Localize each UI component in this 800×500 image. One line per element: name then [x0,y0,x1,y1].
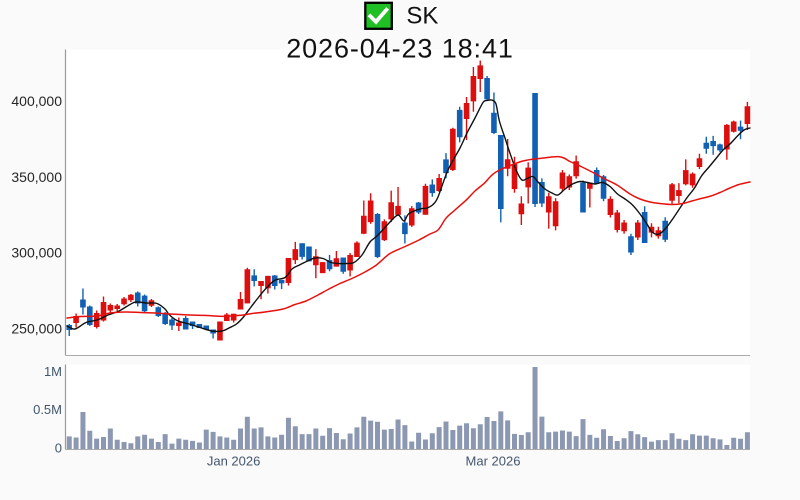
svg-text:250,000: 250,000 [11,321,62,337]
svg-text:Mar 2026: Mar 2026 [466,454,521,469]
svg-text:SK: SK [406,3,438,30]
svg-text:0: 0 [55,441,62,456]
svg-text:0.5M: 0.5M [33,402,62,417]
svg-text:350,000: 350,000 [11,169,62,185]
svg-text:300,000: 300,000 [11,245,62,261]
svg-text:400,000: 400,000 [11,93,62,109]
svg-text:1M: 1M [44,364,62,379]
svg-text:2026-04-23 18:41: 2026-04-23 18:41 [286,34,514,64]
svg-text:Jan 2026: Jan 2026 [207,454,261,469]
